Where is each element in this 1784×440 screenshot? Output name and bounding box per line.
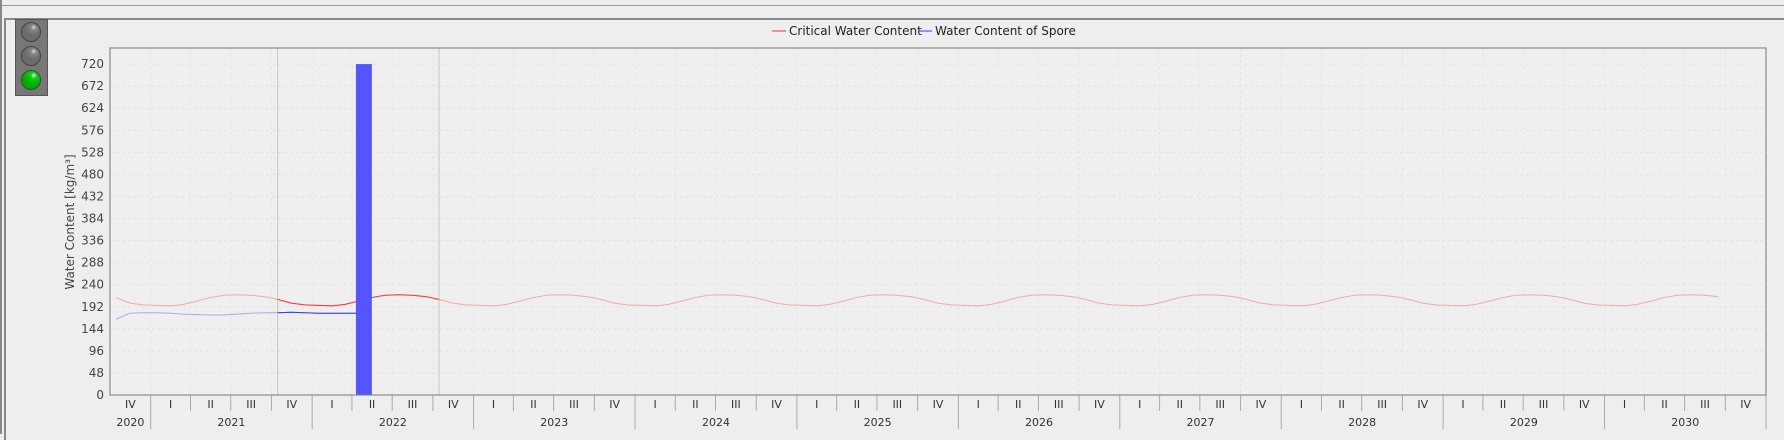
quarter-label: III [1377, 398, 1387, 411]
quarter-label: III [569, 398, 579, 411]
quarter-label: IV [1094, 398, 1105, 411]
y-tick-label: 528 [81, 145, 104, 159]
quarter-label: II [369, 398, 376, 411]
quarter-label: I [654, 398, 657, 411]
y-axis-label: Water Content [kg/m³] [63, 154, 77, 289]
y-tick-label: 336 [81, 234, 104, 248]
y-tick-label: 576 [81, 123, 104, 137]
year-label: 2021 [217, 416, 245, 429]
y-tick-label: 288 [81, 256, 104, 270]
legend: Critical Water Content Water Content of … [772, 24, 1076, 38]
quarter-label: IV [286, 398, 297, 411]
year-label: 2025 [864, 416, 892, 429]
top-toolbar-strip [0, 0, 1784, 6]
quarter-label: II [1338, 398, 1345, 411]
quarter-label: IV [933, 398, 944, 411]
y-tick-label: 384 [81, 212, 104, 226]
year-label: 2029 [1510, 416, 1538, 429]
y-tick-label: 720 [81, 57, 104, 71]
quarter-label: III [892, 398, 902, 411]
y-tick-label: 144 [81, 322, 104, 336]
quarter-label: I [977, 398, 980, 411]
quarter-label: I [330, 398, 333, 411]
quarter-label: III [1215, 398, 1225, 411]
legend-label-spore: Water Content of Spore [935, 24, 1076, 38]
quarter-label: II [530, 398, 537, 411]
quarter-label: III [1054, 398, 1064, 411]
legend-label-critical: Critical Water Content [789, 24, 922, 38]
quarter-label: II [1176, 398, 1183, 411]
quarter-label: IV [609, 398, 620, 411]
year-label: 2020 [116, 416, 144, 429]
y-tick-label: 672 [81, 79, 104, 93]
y-tick-label: 0 [96, 388, 104, 402]
year-label: 2023 [540, 416, 568, 429]
year-label: 2027 [1187, 416, 1215, 429]
quarter-label: II [207, 398, 214, 411]
quarter-label: II [1661, 398, 1668, 411]
yellow-light-icon [21, 46, 41, 66]
quarter-label: II [1500, 398, 1507, 411]
y-tick-label: 48 [89, 366, 104, 380]
year-label: 2026 [1025, 416, 1053, 429]
quarter-label: II [1015, 398, 1022, 411]
quarter-label: III [1539, 398, 1549, 411]
quarter-label: IV [125, 398, 136, 411]
quarter-label: IV [448, 398, 459, 411]
y-tick-label: 240 [81, 278, 104, 292]
y-tick-label: 432 [81, 189, 104, 203]
quarter-label: I [169, 398, 172, 411]
y-tick-label: 480 [81, 167, 104, 181]
quarter-label: III [246, 398, 256, 411]
quarter-label: IV [1579, 398, 1590, 411]
plot-border [109, 47, 1767, 396]
year-label: 2022 [379, 416, 407, 429]
year-label: 2028 [1348, 416, 1376, 429]
spore-spike-bar [355, 64, 372, 395]
red-light-icon [21, 22, 41, 42]
quarter-label: IV [1255, 398, 1266, 411]
quarter-label: I [1138, 398, 1141, 411]
year-label: 2030 [1671, 416, 1699, 429]
y-tick-label: 624 [81, 101, 104, 115]
quarter-label: I [1623, 398, 1626, 411]
quarter-label: III [731, 398, 741, 411]
y-tick-label: 192 [81, 300, 104, 314]
quarter-label: I [492, 398, 495, 411]
traffic-light-indicator [15, 19, 48, 96]
quarter-label: I [815, 398, 818, 411]
quarter-label: III [408, 398, 418, 411]
plot-area [110, 48, 1766, 395]
quarter-label: III [1700, 398, 1710, 411]
chart-panel [4, 18, 1784, 440]
year-label: 2024 [702, 416, 730, 429]
quarter-label: II [692, 398, 699, 411]
series-line-spore-highlighted [277, 311, 359, 314]
window-left-edge [0, 0, 2, 434]
quarter-label: I [1461, 398, 1464, 411]
green-light-icon [21, 70, 41, 90]
quarter-label: IV [771, 398, 782, 411]
quarter-label: IV [1740, 398, 1751, 411]
y-tick-label: 96 [89, 344, 104, 358]
quarter-label: II [854, 398, 861, 411]
quarter-label: I [1300, 398, 1303, 411]
quarter-label: IV [1417, 398, 1428, 411]
